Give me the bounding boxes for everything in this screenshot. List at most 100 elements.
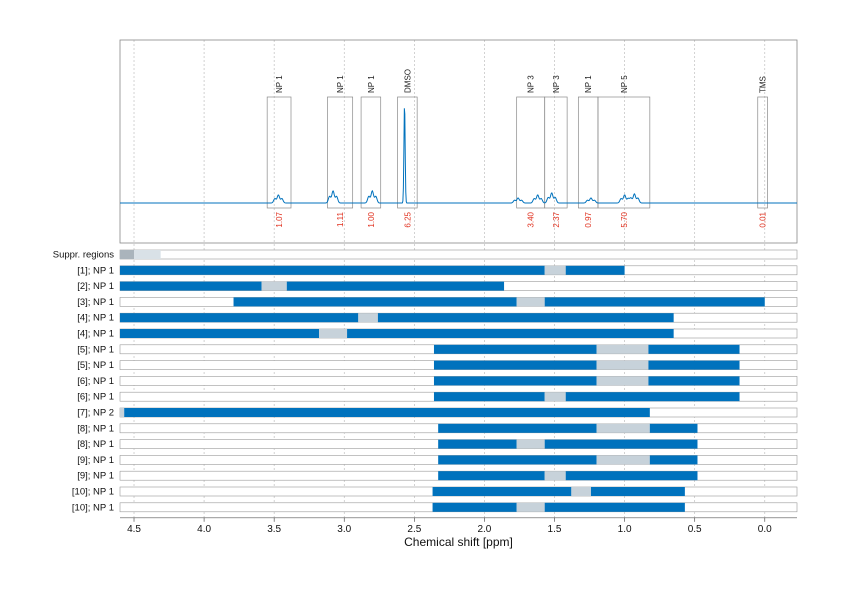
peak-region-boxes: NP 1 1.07 NP 1 1.11 NP 1 1.00 DMSO 6.25 NP 3 3.40…	[266, 69, 768, 228]
integral-value: 0.01	[759, 211, 768, 227]
peak-region-box	[577, 96, 599, 209]
peak-region-label: NP 1	[275, 75, 284, 93]
x-tick-label: 0.0	[758, 524, 772, 535]
row-segment	[596, 344, 649, 354]
region-row: Suppr. regions	[53, 249, 798, 261]
row-label: [7]; NP 2	[77, 408, 114, 419]
integral-value: 1.11	[336, 211, 345, 227]
row-segment	[124, 408, 650, 417]
peak-region-label: NP 3	[552, 75, 561, 93]
x-tick-label: 4.5	[127, 524, 141, 535]
row-label: [4]; NP 1	[77, 329, 114, 340]
peak-region-box	[757, 96, 768, 209]
row-segment	[433, 392, 545, 402]
row-label: [8]; NP 1	[77, 423, 114, 434]
x-tick-label: 4.0	[197, 524, 211, 535]
row-segment	[433, 360, 597, 370]
row-segment	[590, 487, 685, 496]
row-segment	[516, 439, 545, 449]
peak-region-box	[360, 96, 382, 209]
x-tick-label: 0.5	[688, 524, 702, 535]
row-segment	[565, 392, 740, 402]
row-track	[119, 249, 798, 260]
row-segment	[120, 265, 545, 275]
integral-value: 6.25	[403, 211, 412, 227]
row-segment	[120, 408, 125, 417]
row-segment	[565, 471, 698, 481]
peak-region-box	[397, 96, 418, 209]
row-label: [5]; NP 1	[77, 344, 114, 355]
x-axis-title: Chemical shift [ppm]	[404, 535, 513, 549]
region-row: [1]; NP 1	[77, 265, 798, 276]
region-row: [6]; NP 1	[77, 376, 798, 387]
peak-region-label: DMSO	[403, 69, 412, 93]
x-tick-label: 1.0	[618, 524, 632, 535]
row-segment	[120, 329, 320, 338]
row-segment	[544, 265, 566, 275]
region-row: [5]; NP 1	[77, 360, 798, 371]
peak-region-box	[516, 96, 546, 209]
row-label: [6]; NP 1	[77, 376, 114, 387]
row-segment	[565, 265, 625, 275]
peak-region-box	[544, 96, 568, 209]
row-label: [3]; NP 1	[77, 297, 114, 308]
row-label: [9]; NP 1	[77, 471, 114, 482]
region-row: [8]; NP 1	[77, 423, 798, 434]
row-segment	[438, 455, 597, 465]
row-segment	[516, 502, 545, 512]
row-segment	[120, 313, 359, 323]
row-segment	[649, 455, 698, 465]
row-segment	[377, 313, 674, 323]
row-segment	[544, 471, 566, 481]
row-segment	[596, 376, 649, 386]
region-row: [6]; NP 1	[77, 392, 798, 403]
row-segment	[649, 423, 698, 433]
peak-region-label: NP 1	[367, 75, 376, 93]
row-label: [5]; NP 1	[77, 360, 114, 371]
region-row: [2]; NP 1	[77, 281, 798, 292]
row-label: [2]; NP 1	[77, 281, 114, 292]
row-label: [10]; NP 1	[72, 502, 114, 513]
integral-value: 0.97	[584, 211, 593, 227]
region-row: [3]; NP 1	[77, 297, 798, 308]
spectrum-line	[120, 108, 797, 204]
row-label: [6]; NP 1	[77, 392, 114, 403]
x-tick-label: 1.5	[548, 524, 562, 535]
region-row: [7]; NP 2	[77, 408, 798, 419]
row-label: [9]; NP 1	[77, 455, 114, 466]
row-segment	[544, 439, 698, 449]
peak-region-box	[597, 96, 651, 209]
row-segment	[120, 281, 262, 291]
row-segment	[544, 392, 566, 402]
region-row: [10]; NP 1	[72, 502, 798, 513]
x-tick-label: 3.5	[267, 524, 281, 535]
integral-value: 5.70	[620, 211, 629, 227]
row-segment	[134, 250, 161, 259]
region-row: [9]; NP 1	[77, 455, 798, 466]
region-row: [5]; NP 1	[77, 344, 798, 355]
row-segment	[433, 344, 597, 354]
x-axis: 4.5 4.0 3.5 3.0 2.5 2.0 1.5 1.0 0.5 0.0	[120, 517, 797, 535]
row-label: [10]; NP 1	[72, 487, 114, 498]
region-row: [4]; NP 1	[77, 329, 798, 340]
row-segment	[120, 250, 135, 259]
row-segment	[233, 297, 517, 307]
row-segment	[516, 297, 545, 307]
region-row: [8]; NP 1	[77, 439, 798, 450]
row-segment	[432, 502, 517, 512]
peak-region-box	[266, 96, 292, 209]
x-tick-label: 3.0	[337, 524, 351, 535]
row-segment	[544, 502, 685, 512]
region-row: [4]; NP 1	[77, 313, 798, 324]
row-segment	[438, 423, 597, 433]
region-row: [10]; NP 1	[72, 487, 798, 498]
region-row: [9]; NP 1	[77, 471, 798, 482]
row-label: [8]; NP 1	[77, 439, 114, 450]
region-bars: Suppr. regions [1]; NP 1 [2]; NP 1 [3]; NP …	[53, 249, 798, 513]
row-segment	[438, 439, 517, 449]
peak-region-box	[327, 96, 354, 209]
peak-region-label: TMS	[759, 76, 768, 93]
row-segment	[438, 471, 545, 481]
spectrum-panel-frame	[119, 39, 798, 244]
x-tick-label: 2.0	[477, 524, 491, 535]
